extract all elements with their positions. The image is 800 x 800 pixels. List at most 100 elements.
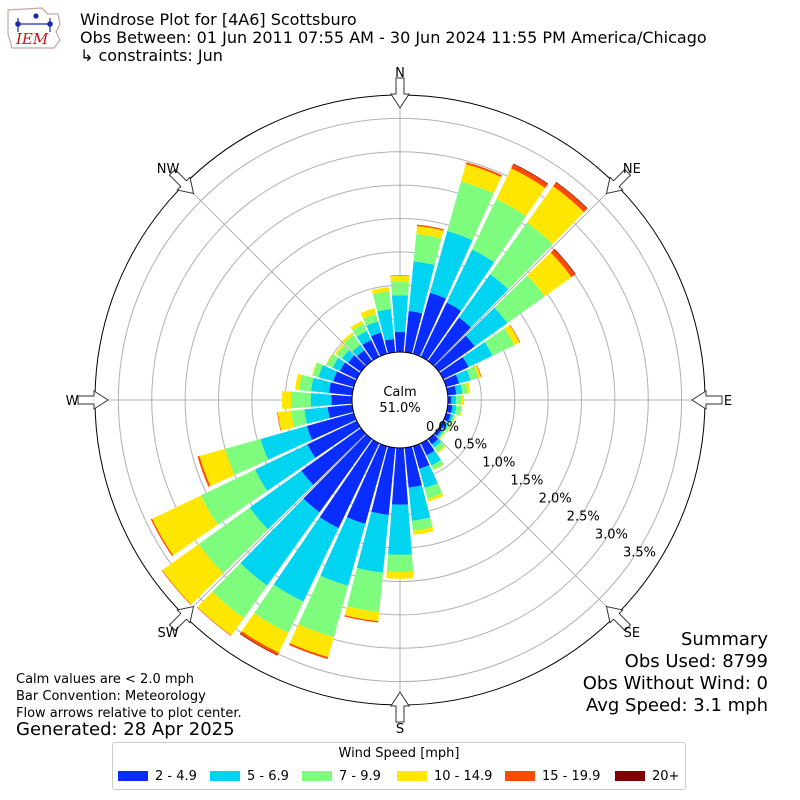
radial-tick-label: 3.0%: [595, 527, 628, 542]
legend-label: 10 - 14.9: [434, 768, 493, 784]
windrose-bar-segment: [527, 186, 584, 245]
windrose-bar-segment: [240, 631, 279, 656]
windrose-bar-segment: [439, 357, 469, 380]
windrose-bar-segment: [277, 410, 295, 431]
windrose-bar-segment: [332, 357, 345, 372]
windrose-bar-segment: [504, 324, 520, 346]
windrose-bar-segment: [433, 463, 445, 471]
windrose-bar-segment: [334, 344, 345, 355]
windrose-bar-segment: [298, 575, 349, 638]
windrose-bar-segment: [371, 332, 388, 357]
windrose-bar-segment: [303, 434, 373, 513]
windrose-bar-segment: [384, 338, 396, 354]
windrose-bar-segment: [443, 374, 460, 388]
windrose-bar-segment: [319, 439, 380, 529]
direction-label: W: [66, 394, 79, 409]
legend-swatch: [615, 771, 645, 781]
windrose-bar-segment: [476, 365, 482, 378]
legend-swatch: [118, 771, 148, 781]
windrose-bar-segment: [310, 393, 332, 407]
windrose-bar-segment: [420, 439, 435, 456]
windrose-bar-segment: [342, 332, 354, 343]
flow-arrow-icon: [390, 77, 410, 109]
windrose-bar-segment: [362, 339, 380, 361]
legend-label: 2 - 4.9: [155, 768, 197, 784]
legend-label: 20+: [652, 768, 680, 784]
flow-arrow-icon: [168, 168, 195, 195]
windrose-bar-segment: [412, 292, 447, 357]
grid-spoke: [433, 183, 617, 367]
radial-tick-label: 2.0%: [539, 492, 572, 507]
windrose-bar-segment: [511, 164, 548, 188]
windrose-bar-segment: [434, 427, 442, 436]
direction-label: SW: [158, 626, 179, 641]
windrose-bar-segment: [444, 423, 452, 433]
windrose-bar-segment: [446, 424, 452, 433]
legend-label: 7 - 9.9: [339, 768, 381, 784]
radial-tick-labels: 0.0% 0.5% 1.0% 1.5% 2.0% 2.5% 3.0% 3.5%: [426, 420, 656, 561]
windrose-bar-segment: [281, 390, 292, 410]
legend-swatch: [397, 771, 427, 781]
avg-speed: Avg Speed: 3.1 mph: [586, 695, 768, 716]
flow-arrow-icon: [691, 390, 723, 410]
windrose-bar-segment: [420, 302, 462, 361]
windrose-bar-segment: [472, 198, 526, 263]
windrose-bar-segment: [336, 345, 350, 359]
windrose-bar-segment: [419, 464, 438, 489]
windrose-bar-segment: [339, 362, 361, 380]
windrose-bar-segment: [254, 584, 304, 633]
windrose-bar-segment: [454, 405, 462, 416]
windrose-bar-segment: [326, 354, 339, 368]
windrose-bar-segment: [344, 615, 379, 623]
windrose-bar-segment: [412, 443, 430, 469]
obs-used: Obs Used: 8799: [624, 651, 768, 672]
windrose-bar-segment: [446, 385, 457, 396]
windrose-bar-segment: [225, 438, 269, 475]
windrose-bar-segment: [404, 446, 422, 488]
windrose-bar-segment: [434, 335, 475, 373]
windrose-bar-segment: [438, 431, 445, 439]
direction-label: NE: [623, 162, 641, 177]
calm-value: 51.0%: [379, 401, 420, 416]
windrose-bars: [150, 162, 588, 660]
windrose-bar-segment: [311, 362, 318, 376]
windrose-bar-segment: [197, 591, 244, 636]
logo-text: IEM: [15, 30, 49, 48]
windrose-bar-segment: [344, 606, 380, 622]
windrose-bar-segment: [326, 353, 333, 365]
flow-arrow-icon: [605, 168, 632, 195]
windrose-bar-segment: [312, 362, 323, 378]
windrose-bar-segment: [356, 330, 372, 345]
windrose-bar-segment: [408, 261, 435, 314]
legend: Wind Speed [mph] 2 - 4.9 5 - 6.9 7 - 9.9…: [112, 742, 686, 790]
calm-label: Calm: [383, 385, 416, 400]
windrose-bar-segment: [447, 396, 452, 404]
windrose-bar-segment: [150, 518, 174, 557]
windrose-bar-segment: [291, 409, 307, 428]
windrose-bar-segment: [289, 624, 334, 658]
windrose-bar-segment: [295, 373, 302, 391]
windrose-bar-segment: [161, 570, 192, 605]
windrose-bar-segment: [451, 395, 457, 405]
direction-label: S: [396, 722, 404, 737]
windrose-bar-segment: [306, 412, 357, 440]
legend-item: 5 - 6.9: [210, 768, 289, 784]
flow-arrows: [77, 77, 723, 723]
windrose-bar-segment: [424, 483, 443, 499]
direction-label: SE: [624, 626, 640, 641]
windrose-bar-segment: [347, 355, 366, 373]
flow-arrow-icon: [77, 390, 109, 410]
windrose-bar-segment: [431, 439, 442, 448]
summary-title: Summary: [681, 629, 768, 650]
windrose-bar-segment: [390, 275, 410, 283]
windrose-bar-segment: [288, 643, 329, 660]
windrose-bar-segment: [429, 230, 473, 299]
windrose-bar-segment: [371, 446, 396, 515]
windrose-bar-segment: [391, 447, 409, 505]
windrose-bar-segment: [416, 226, 444, 239]
windrose-bar-segment: [442, 422, 449, 431]
windrose-bar-segment: [474, 365, 481, 379]
windrose-bar-segment: [494, 275, 545, 324]
calm-circle: [351, 351, 449, 449]
